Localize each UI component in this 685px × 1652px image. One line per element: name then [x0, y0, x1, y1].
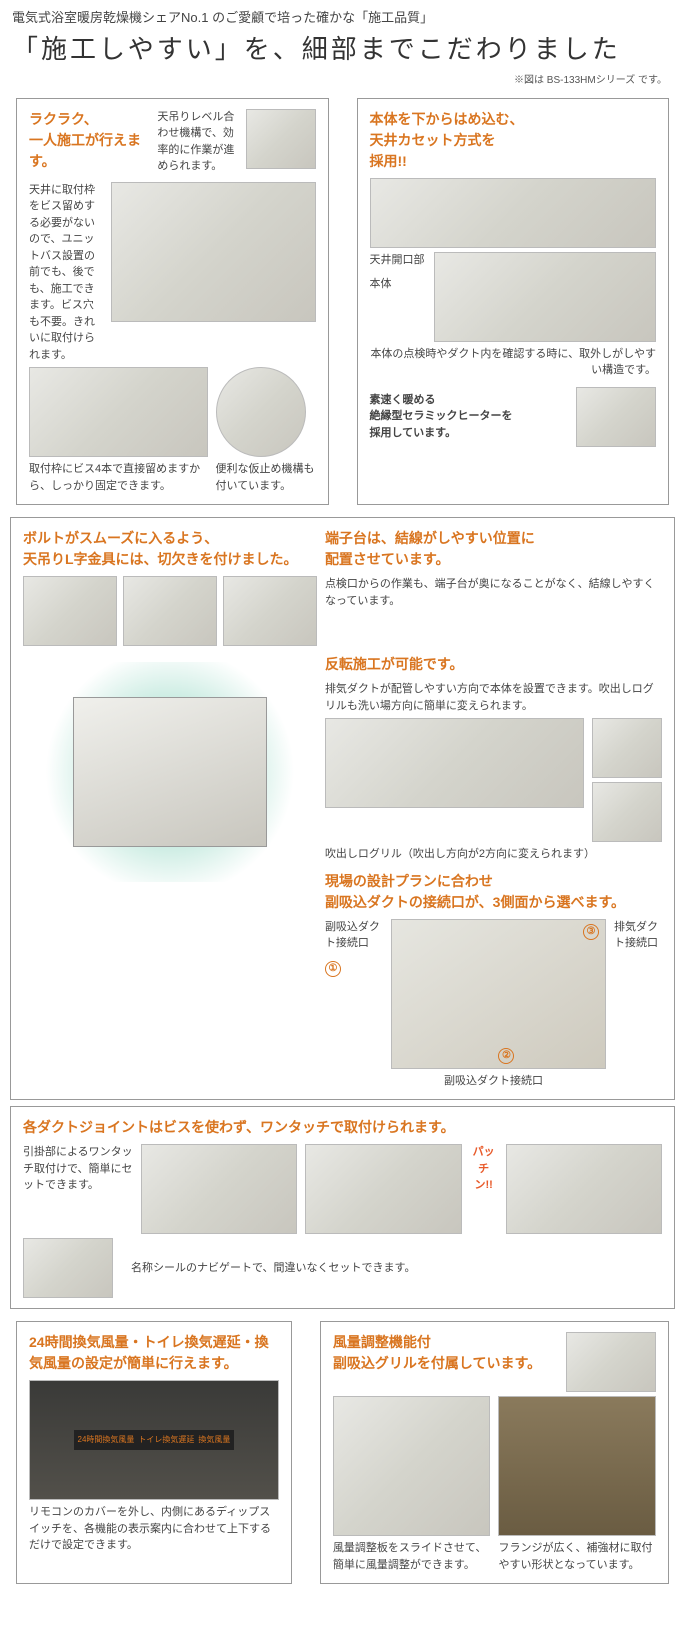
- section-features: ボルトがスムーズに入るよう、 天吊りL字金具には、切欠きを付けました。 端子台は…: [10, 517, 675, 1100]
- text-reverse: 排気ダクトが配管しやすい方向で本体を設置できます。吹出しログリルも洗い場方向に簡…: [325, 681, 662, 714]
- num-1: ①: [325, 961, 341, 977]
- main-title: 「施工しやすい」を、細部までこだわりました: [12, 30, 673, 69]
- img-dipswitch: 24時間換気風量 トイレ換気遅延 換気風量: [29, 1380, 279, 1500]
- section-grille: 風量調整機能付 副吸込グリルを付属しています。 風量調整板をスライドさせて、簡単…: [320, 1321, 669, 1584]
- img-temp-hold-circle: [216, 367, 306, 457]
- img-level-mech: [246, 109, 316, 169]
- text-temp-hold: 便利な仮止め機構も付いています。: [216, 461, 316, 494]
- section-easy-install: ラクラク、 一人施工が行えます。 天吊りレベル合わせ機構で、効率的に作業が進めら…: [16, 98, 329, 506]
- heading-duct3: 現場の設計プランに合わせ 副吸込ダクトの接続口が、3側面から選べます。: [325, 871, 662, 913]
- img-joint-1: [141, 1144, 297, 1234]
- label-duct-bottom: 副吸込ダクト接続口: [325, 1073, 662, 1090]
- heading-easy: ラクラク、 一人施工が行えます。: [29, 109, 149, 172]
- text-flange: フランジが広く、補強材に取付やすい形状となっています。: [498, 1540, 656, 1573]
- img-grille-top: [566, 1332, 656, 1392]
- img-grille-1: [592, 718, 662, 778]
- img-bracket-3: [223, 576, 317, 646]
- img-seal: [23, 1238, 113, 1298]
- text-level-mech: 天吊りレベル合わせ機構で、効率的に作業が進められます。: [157, 111, 234, 173]
- text-slide: 風量調整板をスライドさせて、簡単に風量調整ができます。: [333, 1540, 491, 1573]
- page-header: 電気式浴室暖房乾燥機シェアNo.1 のご愛顧で培った確かな「施工品質」 「施工し…: [0, 0, 685, 73]
- heading-cassette: 本体を下からはめ込む、 天井カセット方式を 採用!!: [370, 109, 657, 172]
- heading-joint: 各ダクトジョイントはビスを使わず、ワンタッチで取付けられます。: [23, 1117, 662, 1138]
- num-2: ②: [498, 1048, 514, 1064]
- dip-label-2: トイレ換気遅延: [138, 1434, 194, 1446]
- num-3: ③: [583, 924, 599, 940]
- heading-reverse: 反転施工が可能です。: [325, 654, 662, 675]
- img-duct-3side: ③ ②: [391, 919, 606, 1069]
- model-note: ※図は BS-133HMシリーズ です。: [0, 73, 685, 92]
- section-duct-joint: 各ダクトジョイントはビスを使わず、ワンタッチで取付けられます。 引掛部によるワン…: [10, 1106, 675, 1309]
- img-reverse-unit: [325, 718, 584, 808]
- img-joint-2: [305, 1144, 461, 1234]
- heading-dip: 24時間換気風量・トイレ換気遅延・換気風量の設定が簡単に行えます。: [29, 1332, 279, 1374]
- text-terminal: 点検口からの作業も、端子台が奥になることがなく、結線しやすくなっています。: [325, 576, 662, 609]
- text-ceramic-heater: 素速く暖める 絶縁型セラミックヒーターを 採用しています。: [370, 392, 569, 442]
- img-body-unit: [434, 252, 657, 342]
- label-duct-side1: 副吸込ダクト接続口: [325, 919, 383, 952]
- text-no-screw: 天井に取付枠をビス留めする必要がないので、ユニットバス設置の前でも、後でも、施工…: [29, 184, 95, 361]
- text-seal: 名称シールのナビゲートで、間違いなくセットできます。: [121, 1260, 662, 1277]
- text-dip: リモコンのカバーを外し、内側にあるディップスイッチを、各機能の表示案内に合わせて…: [29, 1504, 279, 1554]
- img-main-device: [31, 662, 309, 882]
- img-frame-diagram: [111, 182, 315, 322]
- subtitle: 電気式浴室暖房乾燥機シェアNo.1 のご愛顧で培った確かな「施工品質」: [12, 8, 673, 28]
- img-bracket-2: [123, 576, 217, 646]
- dip-label-3: 換気風量: [198, 1434, 230, 1446]
- dip-label-1: 24時間換気風量: [78, 1434, 135, 1446]
- img-flange: [498, 1396, 656, 1536]
- img-grille-slide: [333, 1396, 491, 1536]
- heading-grille: 風量調整機能付 副吸込グリルを付属しています。: [333, 1332, 558, 1386]
- label-ceiling-opening: 天井開口部: [370, 252, 430, 269]
- img-joint-3: [506, 1144, 662, 1234]
- heading-terminal: 端子台は、結線がしやすい位置に 配置させています。: [325, 528, 662, 570]
- img-frame-bottom: [29, 367, 208, 457]
- label-pachin: パッチン!!: [470, 1144, 498, 1234]
- text-onetouch: 引掛部によるワンタッチ取付けで、簡単にセットできます。: [23, 1144, 133, 1234]
- text-screw4: 取付枠にビス4本で直接留めますから、しっかり固定できます。: [29, 461, 208, 494]
- img-bracket-1: [23, 576, 117, 646]
- img-grille-2: [592, 782, 662, 842]
- text-grille: 吹出しログリル（吹出し方向が2方向に変えられます）: [325, 846, 662, 863]
- section-dipswitch: 24時間換気風量・トイレ換気遅延・換気風量の設定が簡単に行えます。 24時間換気…: [16, 1321, 292, 1584]
- text-removable: 本体の点検時やダクト内を確認する時に、取外しがしやすい構造です。: [370, 346, 657, 379]
- img-ceiling-opening: [370, 178, 657, 248]
- label-body: 本体: [370, 276, 430, 293]
- img-heater: [576, 387, 656, 447]
- label-exhaust: 排気ダクト接続口: [614, 919, 662, 952]
- section-cassette: 本体を下からはめ込む、 天井カセット方式を 採用!! 天井開口部 本体 本体の点…: [357, 98, 670, 506]
- heading-lbracket: ボルトがスムーズに入るよう、 天吊りL字金具には、切欠きを付けました。: [23, 528, 317, 570]
